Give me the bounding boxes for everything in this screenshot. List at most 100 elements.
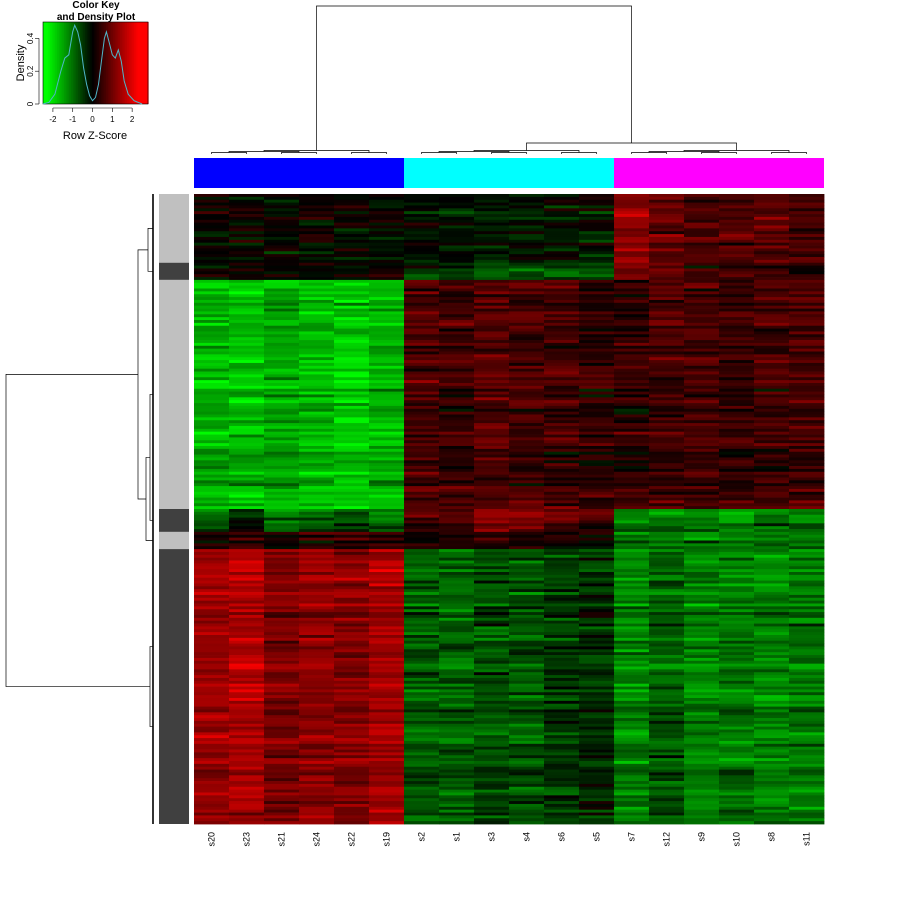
heatmap-cell <box>439 322 475 327</box>
heatmap-cell <box>719 655 755 659</box>
heatmap-cell <box>614 589 650 593</box>
heatmap-cell <box>544 635 580 639</box>
heatmap-cell <box>369 471 405 476</box>
heatmap-cell <box>614 775 650 779</box>
heatmap-cell <box>789 311 825 315</box>
heatmap-cell <box>404 580 440 584</box>
heatmap-cell <box>649 715 685 719</box>
heatmap-cell <box>789 446 825 450</box>
heatmap-cell <box>719 635 755 639</box>
heatmap-cell <box>474 308 510 312</box>
heatmap-cell <box>334 563 370 567</box>
heatmap-cell <box>789 322 825 327</box>
heatmap-cell <box>614 692 650 696</box>
heatmap-cell <box>334 517 370 521</box>
heatmap-cell <box>334 357 370 361</box>
heatmap-cell <box>404 291 440 295</box>
heatmap-cell <box>754 420 790 424</box>
heatmap-cell <box>579 248 615 252</box>
heatmap-cell <box>229 603 265 607</box>
heatmap-cell <box>614 686 650 690</box>
heatmap-cell <box>369 597 405 602</box>
heatmap-cell <box>509 531 545 536</box>
heatmap-cell <box>299 511 335 516</box>
heatmap-cell <box>404 480 440 484</box>
heatmap-cell <box>439 222 475 226</box>
heatmap-cell <box>509 231 545 235</box>
heatmap-cell <box>509 726 545 730</box>
heatmap-cell <box>754 471 790 476</box>
heatmap-cell <box>789 526 825 530</box>
heatmap-cell <box>334 606 370 610</box>
heatmap-cell <box>719 234 755 238</box>
heatmap-cell <box>299 643 335 647</box>
heatmap-cell <box>229 285 265 289</box>
heatmap-cell <box>229 466 265 470</box>
heatmap-cell <box>719 617 755 622</box>
heatmap-cell <box>579 494 615 498</box>
color-key-gradient-stripe <box>111 22 114 104</box>
heatmap-cell <box>544 320 580 324</box>
heatmap-cell <box>299 408 335 413</box>
heatmap-cell <box>334 205 370 209</box>
heatmap-cell <box>684 614 720 619</box>
heatmap-cell <box>334 411 370 415</box>
heatmap-cell <box>194 775 230 779</box>
heatmap-cell <box>614 649 650 653</box>
heatmap-cell <box>474 236 510 241</box>
heatmap-cell <box>229 652 265 656</box>
heatmap-cell <box>369 274 405 278</box>
heatmap-cell <box>404 297 440 301</box>
heatmap-cell <box>684 506 720 510</box>
heatmap-cell <box>684 314 720 318</box>
color-key-gradient-stripe <box>67 22 70 104</box>
heatmap-cell <box>474 554 510 559</box>
heatmap-cell <box>299 468 335 473</box>
heatmap-cell <box>789 457 825 461</box>
heatmap-cell <box>684 194 720 198</box>
heatmap-cell <box>789 677 825 682</box>
heatmap-cell <box>649 740 685 745</box>
heatmap-cell <box>544 763 580 768</box>
heatmap-cell <box>614 443 650 447</box>
heatmap-cell <box>544 251 580 255</box>
heatmap-cell <box>264 729 300 733</box>
heatmap-cell <box>474 262 510 266</box>
heatmap-cell <box>334 279 370 284</box>
heatmap-cell <box>264 534 300 539</box>
heatmap-cell <box>299 740 335 745</box>
heatmap-cell <box>719 380 755 384</box>
heatmap-cell <box>264 454 300 458</box>
heatmap-cell <box>369 620 405 624</box>
heatmap-cell <box>404 689 440 693</box>
heatmap-cell <box>264 689 300 693</box>
heatmap-cell <box>789 405 825 410</box>
heatmap-cell <box>369 299 405 304</box>
heatmap-cell <box>404 497 440 501</box>
heatmap-cell <box>649 723 685 728</box>
heatmap-cell <box>264 692 300 696</box>
heatmap-cell <box>264 772 300 776</box>
heatmap-cell <box>299 743 335 748</box>
heatmap-cell <box>474 348 510 352</box>
heatmap-cell <box>579 480 615 484</box>
heatmap-cell <box>474 652 510 656</box>
heatmap-cell <box>684 211 720 215</box>
heatmap-cell <box>439 268 475 272</box>
heatmap-cell <box>439 732 475 736</box>
heatmap-cell <box>649 345 685 350</box>
heatmap-cell <box>579 720 615 725</box>
heatmap-cell <box>509 291 545 295</box>
heatmap-cell <box>404 254 440 258</box>
heatmap-cell <box>369 589 405 593</box>
heatmap-cell <box>719 483 755 487</box>
heatmap-cell <box>684 423 720 427</box>
heatmap-cell <box>789 795 825 799</box>
heatmap-cell <box>369 443 405 447</box>
heatmap-cell <box>614 803 650 808</box>
heatmap-cell <box>194 354 230 358</box>
heatmap-cell <box>754 446 790 450</box>
heatmap-cell <box>264 322 300 327</box>
heatmap-cell <box>509 368 545 372</box>
heatmap-cell <box>369 500 405 504</box>
